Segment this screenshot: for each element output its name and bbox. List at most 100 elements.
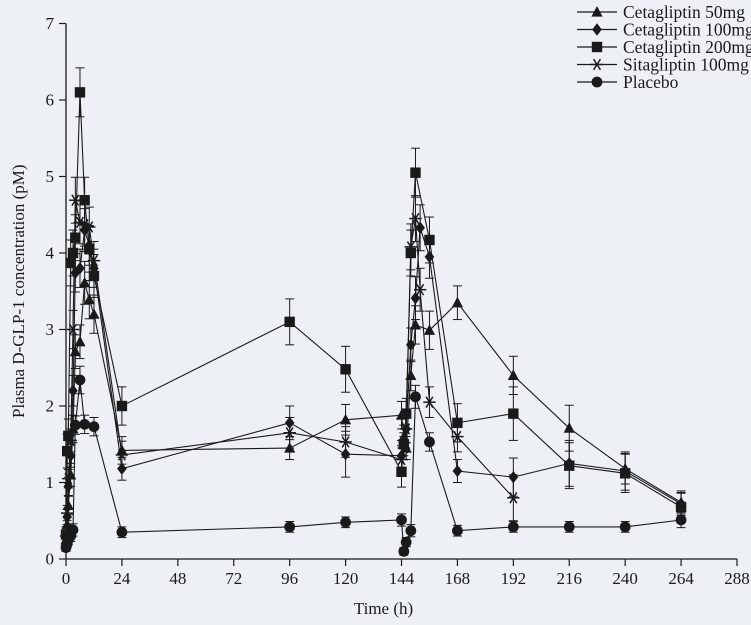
circle-marker	[424, 436, 435, 448]
circle-marker	[116, 526, 128, 538]
series-cetagliptin-50mg	[60, 260, 687, 547]
series-line	[65, 92, 682, 535]
star-marker	[423, 396, 436, 408]
y-tick-label: 1	[46, 473, 55, 492]
square-marker	[410, 167, 421, 178]
triangle-marker	[451, 296, 464, 308]
legend-label: Cetagliptin 50mg	[623, 2, 745, 22]
legend-item-cetagliptin-50mg: Cetagliptin 50mg	[577, 2, 745, 22]
legend-item-cetagliptin-100mg: Cetagliptin 100mg	[577, 20, 751, 40]
markers	[59, 194, 520, 542]
diamond-marker	[415, 221, 425, 234]
x-tick-label: 240	[612, 569, 638, 588]
legend-label: Placebo	[623, 72, 679, 92]
legend-item-cetagliptin-200mg: Cetagliptin 200mg	[577, 37, 751, 57]
circle-marker	[563, 521, 575, 533]
markers	[60, 276, 687, 545]
x-tick-label: 264	[668, 569, 694, 588]
legend-label: Cetagliptin 200mg	[623, 37, 751, 57]
x-tick-label: 192	[501, 569, 527, 588]
series-cetagliptin-200mg	[60, 67, 687, 543]
circle-marker	[340, 516, 351, 528]
square-marker	[67, 247, 79, 259]
star-marker	[413, 283, 427, 296]
error-bars	[61, 176, 518, 543]
circle-marker	[74, 374, 86, 386]
square-marker	[591, 41, 603, 53]
star-marker	[404, 241, 418, 253]
x-tick-label: 96	[281, 569, 298, 588]
square-marker	[116, 400, 128, 412]
legend-item-placebo: Placebo	[577, 72, 679, 92]
legend-item-sitagliptin-100mg: Sitagliptin 100mg	[577, 55, 749, 75]
triangle-marker	[563, 422, 575, 433]
star-marker	[69, 194, 82, 207]
triangle-marker	[62, 499, 74, 511]
star-marker	[115, 449, 129, 461]
markers	[61, 221, 686, 543]
x-tick-label: 144	[389, 569, 415, 588]
x-tick-label: 288	[724, 569, 750, 588]
square-marker	[74, 87, 86, 98]
circle-marker	[591, 76, 603, 88]
y-tick-label: 6	[46, 91, 55, 110]
star-marker	[283, 426, 296, 439]
triangle-marker	[74, 335, 86, 347]
square-marker	[675, 501, 687, 513]
star-marker	[397, 442, 411, 454]
y-tick-label: 4	[46, 244, 55, 263]
square-marker	[508, 408, 519, 419]
error-bars	[61, 204, 686, 543]
triangle-marker	[79, 276, 91, 288]
star-marker	[590, 58, 604, 71]
diamond-marker	[406, 338, 416, 351]
diamond-marker	[68, 384, 78, 397]
error-bars	[61, 67, 686, 543]
star-marker	[409, 212, 422, 225]
circle-marker	[507, 521, 519, 533]
star-marker	[83, 221, 96, 233]
markers	[60, 87, 687, 540]
legend-label: Cetagliptin 100mg	[623, 20, 751, 40]
triangle-marker	[591, 6, 603, 17]
y-axis: 0 1 2 3 4 5 6 7	[46, 14, 66, 569]
axes: 0 24 48 72 96 120 144 168 192 216 240 264 288 0 1 2 3 4 5 6…	[46, 14, 750, 588]
square-marker	[284, 316, 295, 328]
circle-marker	[79, 418, 91, 430]
triangle-marker	[339, 413, 352, 425]
diamond-marker	[452, 464, 463, 478]
series-line	[65, 227, 682, 537]
star-marker	[395, 453, 408, 466]
x-tick-label: 168	[445, 569, 471, 588]
x-axis: 0 24 48 72 96 120 144 168 192 216 240 264 288	[62, 559, 750, 588]
square-marker	[70, 232, 81, 243]
diamond-marker	[75, 262, 85, 275]
star-marker	[73, 216, 87, 229]
square-marker	[340, 364, 351, 375]
x-tick-label: 72	[225, 569, 242, 588]
square-marker	[79, 195, 90, 206]
star-marker	[60, 507, 74, 519]
star-marker	[78, 218, 91, 231]
x-tick-label: 48	[169, 569, 186, 588]
circle-marker	[410, 391, 421, 403]
star-marker	[399, 423, 413, 435]
error-bars	[61, 260, 686, 547]
triangle-marker	[69, 345, 81, 357]
star-marker	[87, 254, 101, 267]
star-marker	[451, 430, 464, 443]
series-placebo	[60, 365, 687, 557]
markers	[60, 374, 687, 557]
square-marker	[65, 257, 76, 269]
circle-marker	[452, 525, 463, 537]
series-line	[65, 282, 682, 540]
diamond-marker	[592, 23, 602, 36]
triangle-marker	[83, 293, 95, 305]
y-tick-label: 3	[46, 320, 55, 339]
y-tick-label: 2	[46, 397, 55, 416]
series-cetagliptin-100mg	[61, 204, 686, 543]
square-marker	[564, 460, 575, 471]
